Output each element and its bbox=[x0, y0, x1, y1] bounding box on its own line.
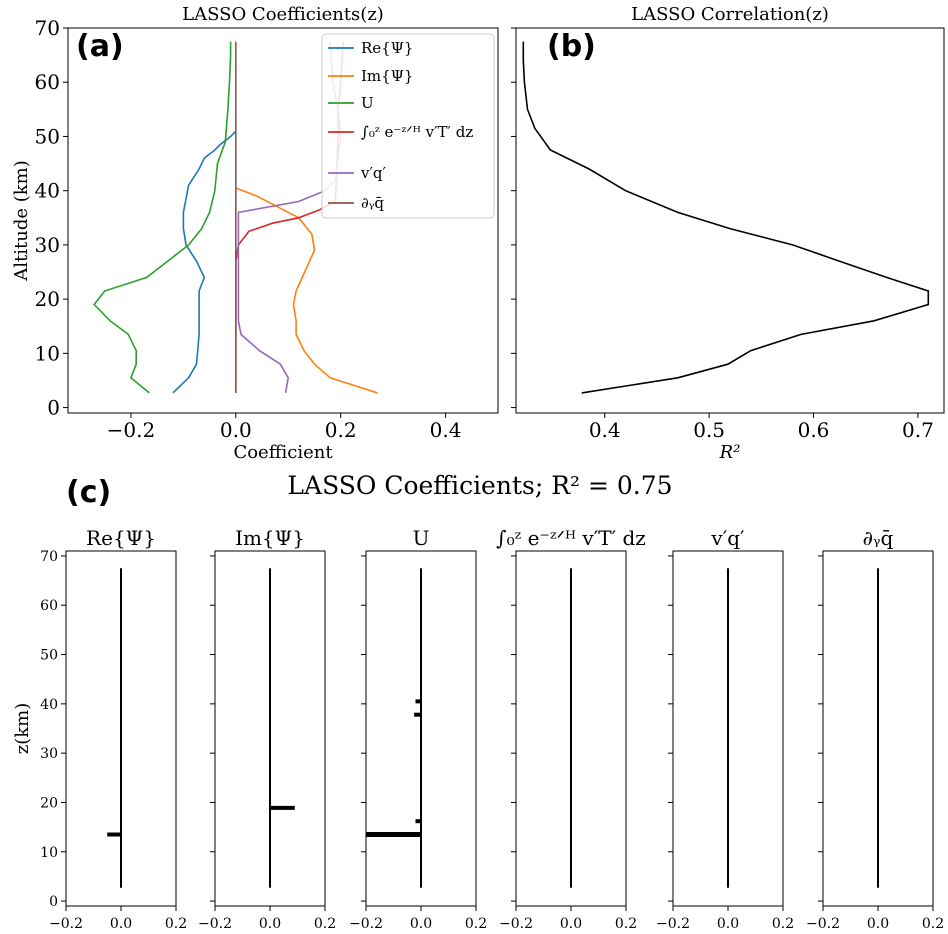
coefficient-bar-1 bbox=[269, 819, 271, 824]
panel-label-b: (b) bbox=[547, 29, 596, 64]
subplot-title: ∂ᵧq̄ bbox=[863, 526, 894, 550]
subplot-4: −0.2 0.0 0.2 v′q′ bbox=[656, 526, 794, 932]
panel-a-chart: −0.2 0.0 0.2 0.4 0 10 20 30 40 50 60 70 LASSO Coeffi… bbox=[11, 4, 499, 463]
coefficient-bar-0 bbox=[270, 805, 295, 810]
y-tick-label: 10 bbox=[40, 845, 58, 861]
y-tick-label: 70 bbox=[40, 549, 58, 565]
y-tick-label: 20 bbox=[35, 287, 60, 311]
legend-label-3: ∫₀ᶻ e⁻ᶻᐟᴴ v′T′ dz bbox=[361, 123, 473, 141]
x-tick-label: −0.2 bbox=[656, 916, 690, 932]
subplot-title: ∫₀ᶻ e⁻ᶻᐟᴴ v′T′ dz bbox=[496, 526, 646, 550]
legend: Re{Ψ} Im{Ψ} U ∫₀ᶻ e⁻ᶻᐟᴴ v′T′ dz v′q′ ∂ᵧq̄ bbox=[321, 33, 495, 219]
panel-label-c: (c) bbox=[66, 475, 111, 510]
x-tick-label: −0.2 bbox=[198, 916, 232, 932]
subplot-5: −0.2 0.0 0.2 ∂ᵧq̄ bbox=[806, 526, 944, 932]
legend-label-4: v′q′ bbox=[360, 164, 386, 182]
subplot-title: Re{Ψ} bbox=[86, 526, 156, 550]
y-tick-label: 60 bbox=[40, 598, 58, 614]
x-tick-label: 0.4 bbox=[430, 418, 462, 442]
x-axis-label: Coefficient bbox=[233, 442, 333, 463]
series-line-2 bbox=[93, 41, 232, 394]
x-tick-label: 0.6 bbox=[798, 418, 830, 442]
series-line-1 bbox=[235, 187, 378, 394]
y-tick-label: 40 bbox=[40, 697, 58, 713]
coefficient-bar-0 bbox=[415, 699, 421, 704]
y-tick-label: 50 bbox=[40, 648, 58, 664]
subplot-1: −0.2 0.0 0.2 Im{Ψ} bbox=[198, 526, 336, 932]
x-tick-label: −0.2 bbox=[349, 916, 383, 932]
x-tick-label: 0.0 bbox=[717, 916, 739, 932]
subplot-0: −0.2 0.0 0.2 0 10 20 30 40 50 60 70 Re{Ψ} bbox=[40, 526, 187, 932]
panel-c-chart: LASSO Coefficients; R² = 0.75 z(km) −0.2 0.… bbox=[12, 471, 944, 932]
y-tick-label: 30 bbox=[35, 233, 60, 257]
subplot-title: Im{Ψ} bbox=[235, 526, 305, 550]
x-tick-label: 0.2 bbox=[772, 916, 794, 932]
x-tick-label: 0.2 bbox=[325, 418, 357, 442]
y-tick-label: 0 bbox=[49, 894, 58, 910]
x-tick-label: 0.2 bbox=[465, 916, 487, 932]
plot-frame bbox=[515, 27, 945, 414]
chart-title: LASSO Coefficients; R² = 0.75 bbox=[287, 471, 672, 500]
y-tick-label: 60 bbox=[35, 70, 60, 94]
x-tick-label: 0.0 bbox=[560, 916, 582, 932]
coefficient-bar-2 bbox=[415, 819, 421, 824]
x-tick-label: 0.2 bbox=[165, 916, 187, 932]
x-tick-label: 0.0 bbox=[410, 916, 432, 932]
y-tick-label: 40 bbox=[35, 179, 60, 203]
subplot-title: v′q′ bbox=[710, 526, 745, 550]
x-tick-label: 0.0 bbox=[110, 916, 132, 932]
x-tick-label: 0.7 bbox=[902, 418, 934, 442]
chart-title: LASSO Correlation(z) bbox=[631, 4, 829, 25]
y-tick-label: 0 bbox=[47, 396, 60, 420]
legend-box bbox=[321, 33, 495, 219]
x-tick-label: 0.5 bbox=[693, 418, 725, 442]
panel-b-chart: 0.4 0.5 0.6 0.7 LASSO Correlation(z) R² bbox=[511, 4, 945, 463]
correlation-line bbox=[522, 41, 930, 394]
y-tick-label: 20 bbox=[40, 795, 58, 811]
subplot-2: −0.2 0.0 0.2 U bbox=[349, 526, 487, 932]
legend-label-1: Im{Ψ} bbox=[361, 67, 413, 85]
subplot-3: −0.2 0.0 0.2 ∫₀ᶻ e⁻ᶻᐟᴴ v′T′ dz bbox=[496, 526, 646, 932]
y-tick-label: 50 bbox=[35, 124, 60, 148]
x-tick-label: 0.4 bbox=[589, 418, 621, 442]
legend-label-0: Re{Ψ} bbox=[361, 39, 413, 57]
y-tick-label: 70 bbox=[35, 16, 60, 40]
panel-label-a: (a) bbox=[76, 29, 124, 64]
legend-label-2: U bbox=[361, 94, 374, 112]
x-tick-label: 0.0 bbox=[259, 916, 281, 932]
y-axis-label: Altitude (km) bbox=[11, 160, 32, 282]
x-tick-label: −0.2 bbox=[107, 418, 156, 442]
series-line-0 bbox=[172, 130, 237, 394]
y-tick-label: 30 bbox=[40, 746, 58, 762]
x-axis-label: R² bbox=[719, 442, 741, 463]
x-tick-label: 0.0 bbox=[867, 916, 889, 932]
coefficient-bar-1 bbox=[414, 712, 421, 717]
x-tick-label: −0.2 bbox=[49, 916, 83, 932]
legend-label-5: ∂ᵧq̄ bbox=[361, 194, 384, 212]
y-tick-label: 10 bbox=[35, 341, 60, 365]
chart-title: LASSO Coefficients(z) bbox=[182, 4, 384, 25]
y-axis-label: z(km) bbox=[12, 703, 33, 755]
x-tick-label: −0.2 bbox=[499, 916, 533, 932]
coefficient-bar-3 bbox=[366, 832, 421, 838]
x-tick-label: −0.2 bbox=[806, 916, 840, 932]
x-tick-label: 0.2 bbox=[922, 916, 944, 932]
coefficient-bar-0 bbox=[107, 832, 121, 837]
x-tick-label: 0.0 bbox=[220, 418, 252, 442]
x-tick-label: 0.2 bbox=[314, 916, 336, 932]
x-tick-label: 0.2 bbox=[615, 916, 637, 932]
subplot-title: U bbox=[413, 526, 430, 550]
